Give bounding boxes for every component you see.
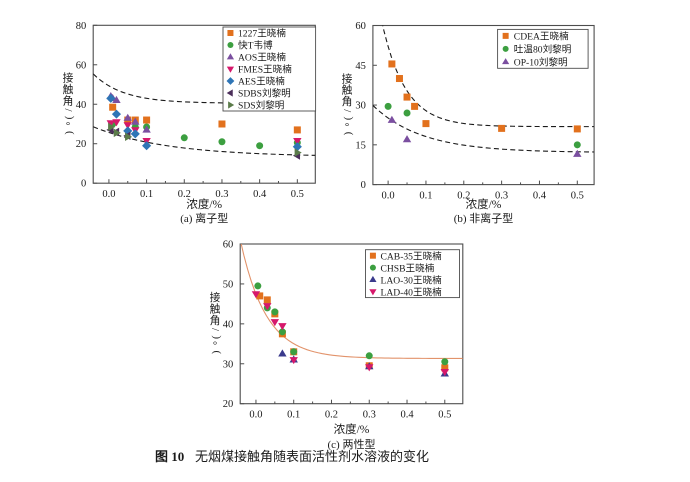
svg-text:20: 20	[76, 139, 87, 150]
svg-text:浓度/%: 浓度/%	[186, 197, 222, 211]
svg-text:浓度/%: 浓度/%	[466, 197, 502, 211]
svg-text:30: 30	[355, 101, 366, 112]
svg-text:图 10: 图 10	[155, 449, 184, 464]
svg-text:(: (	[210, 335, 222, 339]
svg-text:0.0: 0.0	[382, 191, 395, 202]
svg-text:50: 50	[223, 279, 234, 290]
svg-text:FMES王晓楠: FMES王晓楠	[238, 64, 292, 76]
svg-text:40: 40	[223, 319, 234, 330]
svg-text:0.5: 0.5	[571, 191, 584, 202]
svg-text:LAO-30王晓楠: LAO-30王晓楠	[380, 274, 442, 286]
svg-text:30: 30	[223, 359, 234, 370]
svg-text:(: (	[342, 116, 354, 120]
svg-text:40: 40	[76, 100, 87, 111]
svg-text:角: 角	[63, 94, 74, 107]
svg-text:80: 80	[76, 21, 87, 32]
svg-text:(: (	[63, 115, 75, 119]
svg-text:°: °	[66, 120, 70, 132]
svg-text:60: 60	[223, 240, 234, 251]
svg-text:OP-10刘黎明: OP-10刘黎明	[514, 57, 568, 69]
svg-text:SDBS刘黎明: SDBS刘黎明	[238, 88, 291, 100]
svg-text:): )	[210, 350, 222, 354]
svg-text:0.3: 0.3	[363, 410, 376, 421]
svg-text:无烟煤接触角随表面活性剂水溶液的变化: 无烟煤接触角随表面活性剂水溶液的变化	[195, 449, 429, 464]
svg-text:触: 触	[63, 82, 74, 96]
svg-text:吐温80刘黎明: 吐温80刘黎明	[514, 44, 572, 56]
svg-text:0.1: 0.1	[140, 189, 153, 200]
svg-text:触: 触	[210, 302, 221, 316]
svg-text:接: 接	[342, 71, 353, 85]
svg-text:/: /	[63, 108, 75, 111]
svg-text:15: 15	[355, 140, 366, 151]
svg-text:0: 0	[81, 179, 86, 190]
svg-text:CHSB王晓楠: CHSB王晓楠	[380, 262, 434, 274]
svg-text:角: 角	[342, 95, 353, 108]
svg-text:°: °	[213, 340, 217, 352]
svg-text:0.1: 0.1	[419, 191, 432, 202]
svg-text:快T韦博: 快T韦博	[238, 40, 273, 52]
svg-text:20: 20	[223, 399, 234, 410]
svg-text:0.4: 0.4	[253, 189, 267, 200]
svg-text:0.1: 0.1	[287, 410, 300, 421]
svg-text:): )	[63, 131, 75, 135]
svg-text:接: 接	[63, 71, 74, 85]
svg-text:°: °	[345, 121, 349, 133]
svg-text:浓度/%: 浓度/%	[334, 422, 370, 436]
svg-text:0.2: 0.2	[325, 410, 338, 421]
svg-text:接: 接	[210, 290, 221, 304]
svg-text:(b) 非离子型: (b) 非离子型	[454, 211, 514, 225]
svg-text:CAB-35王晓楠: CAB-35王晓楠	[380, 250, 442, 262]
svg-text:): )	[342, 131, 354, 135]
svg-text:60: 60	[355, 21, 366, 32]
svg-text:0.5: 0.5	[291, 189, 304, 200]
svg-text:45: 45	[355, 61, 366, 72]
svg-text:1227王晓楠: 1227王晓楠	[238, 28, 286, 40]
svg-text:触: 触	[342, 83, 353, 97]
svg-text:0.4: 0.4	[400, 410, 414, 421]
svg-text:/: /	[342, 109, 354, 112]
svg-text:0.0: 0.0	[102, 189, 115, 200]
svg-text:AES王晓楠: AES王晓楠	[238, 76, 285, 88]
svg-text:0.4: 0.4	[533, 191, 547, 202]
svg-text:SDS刘黎明: SDS刘黎明	[238, 100, 284, 112]
svg-text:LAD-40王晓楠: LAD-40王晓楠	[380, 286, 442, 298]
svg-text:(a) 离子型: (a) 离子型	[180, 211, 228, 225]
svg-text:0.5: 0.5	[438, 410, 451, 421]
svg-text:CDEA王晓楠: CDEA王晓楠	[514, 31, 569, 43]
svg-text:AOS王晓楠: AOS王晓楠	[238, 52, 286, 64]
svg-text:0.0: 0.0	[249, 410, 262, 421]
svg-text:0: 0	[361, 180, 366, 191]
svg-text:/: /	[210, 328, 222, 331]
svg-text:角: 角	[210, 314, 221, 327]
svg-text:60: 60	[76, 60, 87, 71]
